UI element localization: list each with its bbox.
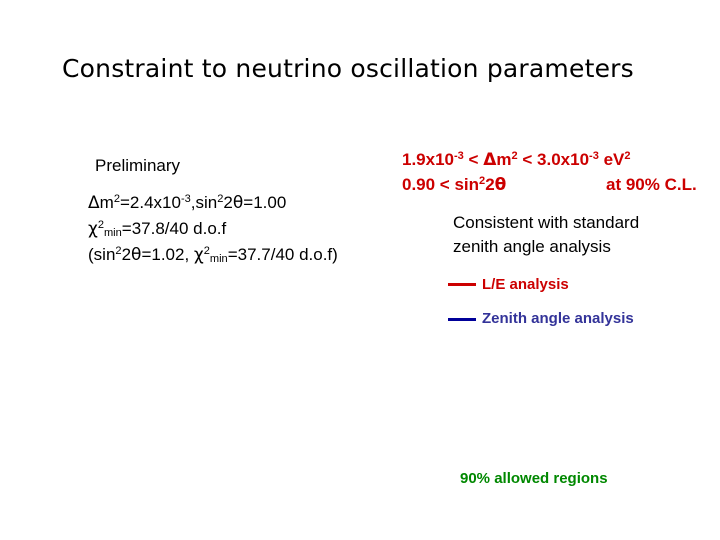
preliminary-label: Preliminary <box>95 156 181 175</box>
confidence-level: at 90% C.L. <box>606 175 697 194</box>
legend-label-zenith: Zenith angle analysis <box>482 310 634 327</box>
consistent-line-1: Consistent with standard <box>453 213 640 232</box>
sin2-range: 0.90 < sin22θ <box>402 174 507 195</box>
legend-line-le <box>448 283 476 286</box>
allowed-regions-label: 90% allowed regions <box>460 470 608 487</box>
theta-symbol: θ <box>232 193 244 213</box>
legend-line-zenith <box>448 318 476 321</box>
consistent-line-2: zenith angle analysis <box>453 237 611 256</box>
chi-symbol: χ <box>193 245 204 265</box>
page-title: Constraint to neutrino oscillation param… <box>62 54 634 83</box>
delta-symbol: Δ <box>483 150 497 170</box>
chi-symbol: χ <box>88 219 98 239</box>
theta-symbol: θ <box>494 175 507 195</box>
best-fit-line-2: χ2min=37.8/40 d.o.f <box>88 218 227 240</box>
theta-symbol: θ <box>131 245 142 265</box>
best-fit-line-1: Δm2=2.4x10-3,sin22θ=1.00 <box>88 192 287 213</box>
delta-symbol: Δ <box>88 193 100 213</box>
best-fit-line-3: (sin22θ=1.02, χ2min=37.7/40 d.o.f) <box>88 244 338 266</box>
dm2-range: 1.9x10-3 < Δm2 < 3.0x10-3 eV2 <box>402 149 631 170</box>
legend-label-le: L/E analysis <box>482 276 569 293</box>
